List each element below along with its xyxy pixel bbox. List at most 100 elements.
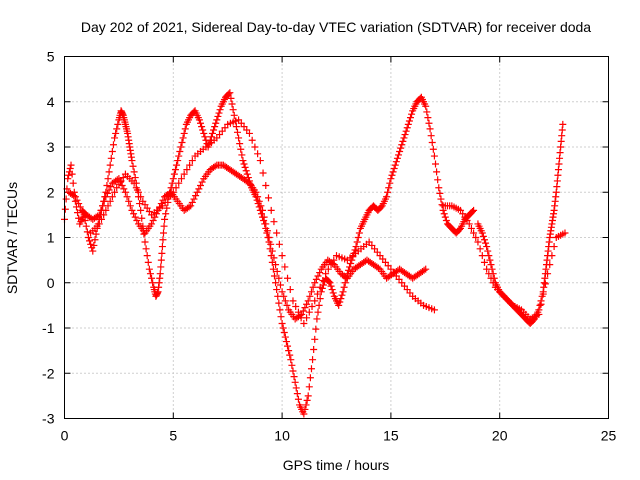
data-point [303, 314, 311, 322]
data-point [143, 252, 151, 260]
data-point [326, 279, 334, 287]
data-point [284, 342, 292, 350]
data-point [146, 270, 154, 278]
data-point [94, 212, 102, 220]
data-point [337, 295, 345, 303]
data-point [430, 306, 438, 314]
data-point [62, 195, 70, 203]
data-point [467, 224, 475, 232]
data-point [304, 392, 312, 400]
data-point [304, 297, 312, 305]
data-point [313, 290, 321, 298]
data-point [265, 194, 272, 202]
data-point [130, 168, 138, 176]
data-point [313, 315, 321, 323]
data-point [281, 333, 289, 341]
data-point [69, 179, 77, 187]
data-point [263, 227, 271, 235]
data-point [290, 373, 298, 381]
data-point [173, 161, 181, 169]
data-point [68, 170, 76, 178]
data-point [395, 151, 403, 159]
data-point [307, 288, 315, 296]
data-point [420, 266, 428, 274]
data-point [71, 193, 79, 201]
data-point [355, 229, 363, 237]
data-point [559, 120, 567, 128]
data-point [392, 158, 400, 166]
data-point [301, 304, 309, 312]
data-point [81, 217, 89, 225]
data-point [188, 198, 196, 206]
data-point [248, 136, 256, 144]
data-point [84, 234, 92, 241]
data-point [76, 203, 84, 211]
data-point [102, 193, 110, 201]
data-point [429, 145, 437, 153]
data-point [158, 243, 166, 251]
data-point [393, 154, 401, 162]
data-point [276, 306, 284, 314]
data-point [83, 228, 91, 236]
data-point [73, 196, 81, 204]
data-point [97, 215, 105, 223]
data-point [405, 117, 413, 125]
data-point [437, 195, 445, 203]
data-point [311, 335, 319, 343]
data-point [291, 378, 299, 386]
data-point [275, 240, 283, 248]
x-tick-label: 0 [61, 428, 69, 444]
data-point [254, 150, 262, 158]
data-point [285, 347, 293, 355]
data-point [108, 193, 116, 201]
data-point [112, 129, 120, 137]
data-point [400, 134, 408, 142]
data-point [175, 152, 183, 160]
data-point [111, 134, 119, 142]
data-point [478, 252, 486, 260]
data-point [86, 237, 94, 245]
data-point [268, 247, 276, 255]
data-point [465, 220, 473, 228]
data-point [327, 282, 335, 290]
data-point [229, 106, 237, 114]
data-point [179, 134, 187, 142]
data-point [169, 188, 177, 196]
data-point [228, 100, 236, 108]
data-point [440, 210, 448, 218]
data-point [65, 171, 73, 179]
data-point [100, 197, 108, 205]
data-point [102, 206, 110, 214]
data-point [121, 188, 129, 196]
data-point [215, 109, 223, 117]
data-point [82, 222, 90, 230]
data-point [105, 186, 113, 194]
data-point [175, 179, 183, 187]
data-point [388, 171, 396, 179]
data-point [402, 127, 410, 135]
data-point [482, 239, 490, 247]
data-point [211, 123, 219, 131]
data-point [213, 116, 221, 124]
data-point [130, 179, 138, 187]
data-point [474, 238, 482, 246]
data-point [95, 220, 103, 228]
data-point [275, 299, 283, 307]
data-point [340, 283, 348, 291]
data-point [398, 141, 406, 149]
data-point [536, 301, 544, 309]
data-point [161, 215, 169, 223]
data-point [469, 207, 476, 215]
data-point [300, 319, 308, 327]
data-point [172, 184, 180, 192]
data-point [260, 213, 268, 221]
y-tick-label: 1 [47, 230, 55, 246]
data-point [216, 106, 224, 114]
data-point [272, 279, 280, 287]
data-point [403, 124, 411, 132]
data-point [145, 265, 153, 273]
data-point [384, 188, 392, 196]
series-trace-e [439, 202, 569, 323]
data-point [269, 265, 277, 273]
data-point [424, 114, 432, 122]
